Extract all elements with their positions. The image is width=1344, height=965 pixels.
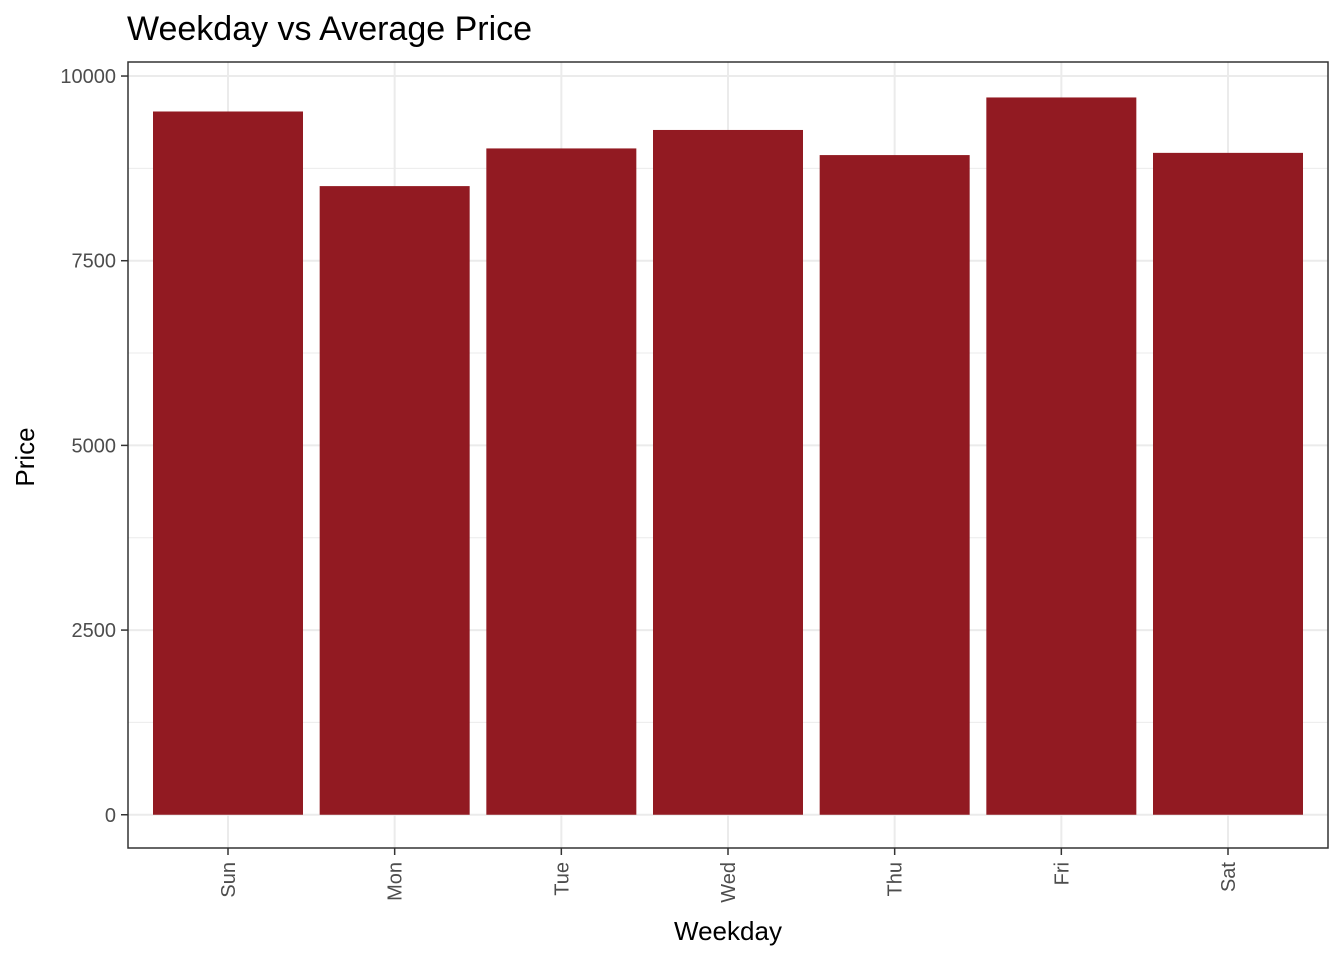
x-axis: Sun Mon Tue Wed Thu Fri Sat (218, 848, 1240, 903)
y-tick-label: 0 (105, 805, 116, 827)
bar-fri (986, 97, 1137, 815)
bar-mon (319, 186, 470, 815)
x-tick-label-mon: Mon (385, 862, 407, 901)
bar-wed (653, 129, 803, 815)
x-tick-label-tue: Tue (551, 862, 573, 896)
y-axis: 0 2500 5000 7500 10000 (60, 66, 128, 827)
bars (153, 97, 1303, 815)
x-tick-label-thu: Thu (885, 862, 907, 896)
y-tick-label: 2500 (72, 620, 117, 642)
x-tick-label-sat: Sat (1218, 862, 1240, 892)
bar-sun (153, 111, 303, 815)
bar-thu (819, 155, 970, 815)
chart-title: Weekday vs Average Price (127, 10, 532, 48)
y-tick-label: 7500 (72, 251, 117, 273)
y-tick-label: 10000 (60, 66, 116, 88)
bar-sat (1153, 152, 1303, 815)
x-tick-label-wed: Wed (718, 862, 740, 903)
x-tick-label-sun: Sun (218, 862, 240, 898)
y-axis-title: Price (10, 427, 40, 486)
bar-tue (486, 148, 637, 815)
y-tick-label: 5000 (72, 435, 117, 457)
x-axis-title: Weekday (674, 916, 782, 946)
x-tick-label-fri: Fri (1051, 862, 1073, 885)
